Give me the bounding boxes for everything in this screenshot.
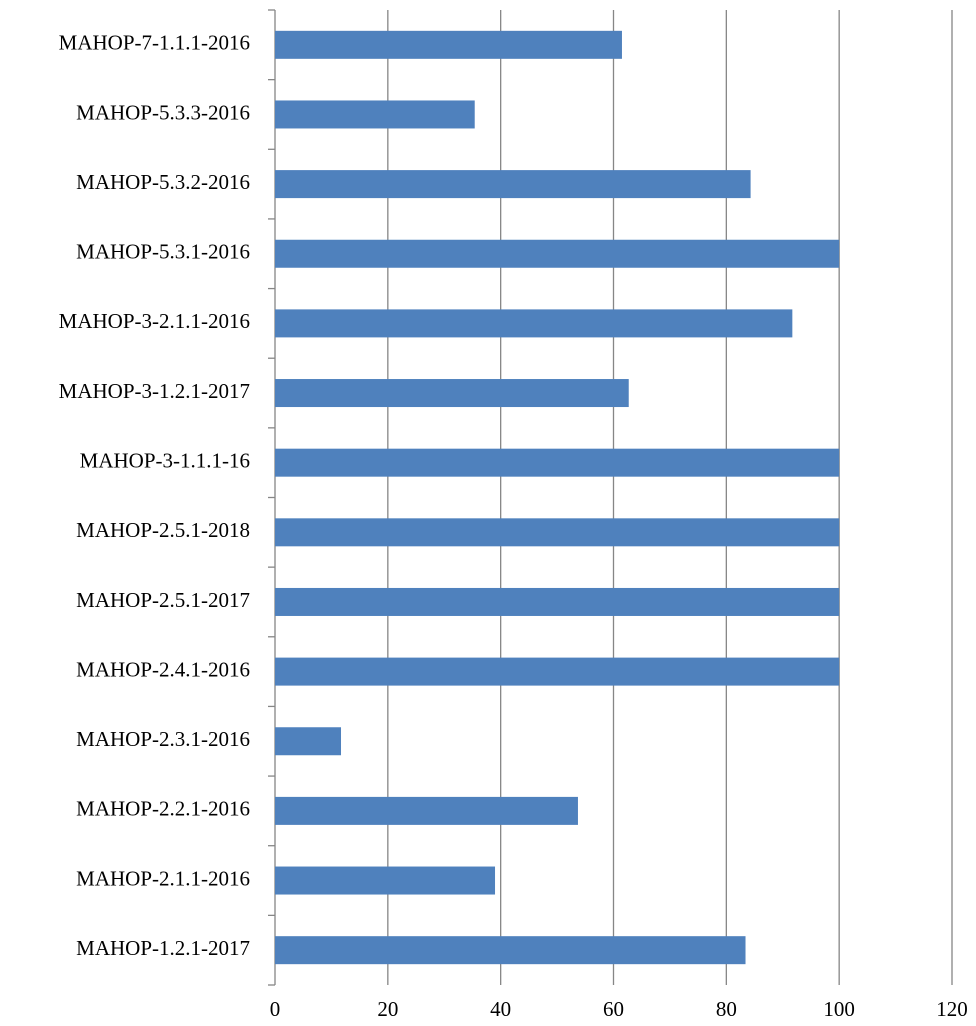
y-tick-label: MAHOP-3-2.1.1-2016	[59, 309, 250, 333]
bar	[275, 30, 622, 59]
bar	[275, 796, 578, 825]
y-tick-label: MAHOP-3-1.1.1-16	[80, 448, 250, 472]
bar	[275, 239, 840, 268]
bar	[275, 587, 840, 616]
y-tick-label: MAHOP-5.3.3-2016	[76, 100, 250, 124]
y-tick-label: MAHOP-2.3.1-2016	[76, 727, 250, 751]
x-tick-label: 60	[603, 997, 624, 1021]
bar	[275, 448, 840, 477]
bar	[275, 936, 746, 965]
y-tick-label: MAHOP-2.5.1-2018	[76, 518, 250, 542]
x-tick-label: 120	[936, 997, 968, 1021]
x-tick-label: 40	[490, 997, 511, 1021]
y-tick-label: MAHOP-1.2.1-2017	[76, 936, 250, 960]
x-tick-label: 20	[377, 997, 398, 1021]
y-tick-label: MAHOP-2.5.1-2017	[76, 588, 250, 612]
y-tick-label: MAHOP-7-1.1.1-2016	[59, 31, 250, 55]
bar	[275, 727, 342, 756]
x-tick-label: 80	[716, 997, 737, 1021]
bar	[275, 866, 496, 895]
y-tick-label: MAHOP-2.1.1-2016	[76, 866, 250, 890]
bar	[275, 518, 840, 547]
bar	[275, 657, 840, 686]
y-tick-label: MAHOP-5.3.1-2016	[76, 240, 250, 264]
bar	[275, 170, 751, 199]
bar	[275, 379, 629, 408]
bar	[275, 309, 793, 338]
x-tick-label: 0	[270, 997, 281, 1021]
y-tick-label: MAHOP-2.4.1-2016	[76, 657, 250, 681]
x-tick-label: 100	[823, 997, 855, 1021]
y-tick-label: MAHOP-3-1.2.1-2017	[59, 379, 250, 403]
y-tick-label: MAHOP-2.2.1-2016	[76, 797, 250, 821]
bar	[275, 100, 475, 129]
y-tick-label: MAHOP-5.3.2-2016	[76, 170, 250, 194]
